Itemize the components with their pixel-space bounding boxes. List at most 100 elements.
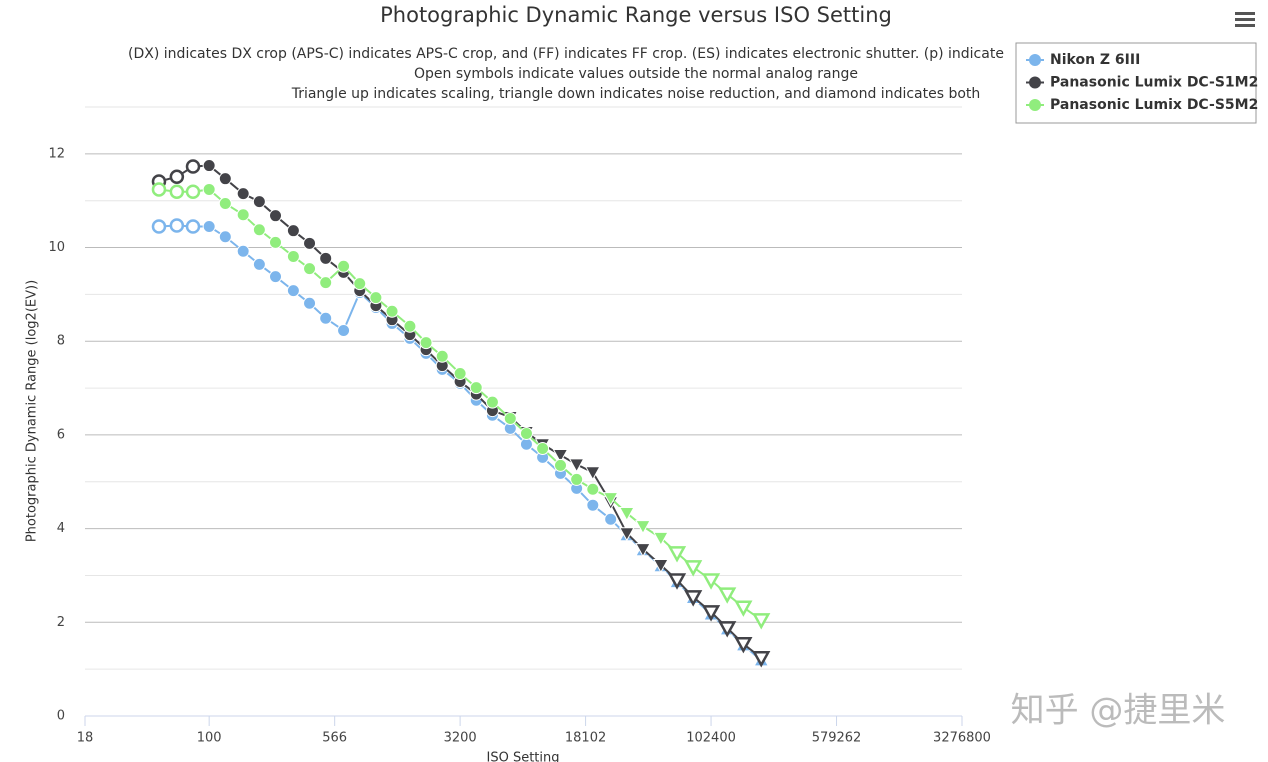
legend-item[interactable]: Panasonic Lumix DC-S5M2 [1026, 97, 1258, 113]
point [734, 637, 753, 654]
point [169, 218, 185, 233]
legend-marker [1029, 76, 1041, 89]
point [586, 482, 600, 496]
y-tick-label: 2 [57, 615, 65, 630]
point [218, 230, 232, 244]
menu-button[interactable] [1235, 12, 1255, 27]
watermark: 知乎 @捷里米 [1011, 691, 1226, 731]
point [667, 546, 687, 563]
point [185, 159, 201, 174]
point [151, 182, 167, 197]
x-tick-label: 18102 [565, 731, 606, 746]
point [503, 412, 517, 426]
point [252, 257, 266, 271]
subtitle: Open symbols indicate values outside the… [414, 66, 858, 82]
point [151, 219, 167, 234]
point [734, 600, 753, 617]
point [584, 466, 601, 481]
legend-marker [1029, 99, 1041, 111]
subtitle: (DX) indicates DX crop (APS-C) indicates… [128, 46, 1004, 62]
point [202, 159, 216, 173]
point [353, 277, 367, 291]
x-tick-label: 100 [197, 731, 222, 746]
point [752, 651, 771, 668]
x-tick-label: 102400 [686, 731, 736, 746]
series [151, 159, 771, 668]
point [653, 531, 669, 547]
point [319, 276, 333, 290]
legend-item[interactable]: Panasonic Lumix DC-S1M2 [1026, 75, 1258, 91]
point [570, 472, 584, 486]
plot-area: 0 2 4 6 8 10 12 18 100 566 3200 18102 102400 579262 32… [48, 106, 991, 746]
point [684, 590, 703, 607]
point [202, 182, 216, 196]
point [269, 270, 283, 284]
point [337, 259, 351, 273]
x-axis-title: ISO Setting [487, 751, 560, 762]
point [618, 527, 635, 542]
y-tick-label: 12 [48, 146, 65, 161]
point [286, 249, 300, 263]
menu-bar [1235, 24, 1255, 27]
point [236, 187, 250, 201]
point [536, 442, 550, 456]
point [469, 381, 483, 395]
x-tick-label: 3200 [444, 731, 477, 746]
point [552, 448, 569, 464]
series-line [158, 164, 762, 659]
point [303, 296, 317, 310]
menu-bar [1235, 18, 1255, 21]
point [618, 507, 635, 522]
series [151, 218, 770, 667]
point [286, 284, 300, 298]
point [586, 498, 600, 512]
y-tick-label: 10 [48, 240, 65, 255]
legend-item[interactable]: Nikon Z 6III [1026, 52, 1140, 68]
subtitle: Triangle up indicates scaling, triangle … [291, 86, 981, 102]
point [185, 219, 201, 234]
point [269, 209, 283, 223]
point [218, 197, 232, 211]
y-axis-title: Photographic Dynamic Range (log2(EV)) [25, 280, 40, 542]
point [519, 427, 533, 441]
point [218, 172, 232, 186]
point [169, 169, 185, 185]
legend-marker [1029, 54, 1041, 66]
x-tick-label: 566 [322, 731, 347, 746]
point [269, 235, 283, 249]
point [602, 492, 619, 507]
legend-label: Panasonic Lumix DC-S1M2 [1050, 75, 1258, 91]
point [635, 520, 651, 535]
point [303, 236, 317, 250]
point [718, 587, 737, 604]
y-tick-label: 8 [57, 334, 65, 349]
point [653, 559, 669, 574]
point [701, 573, 721, 590]
point [236, 244, 250, 258]
point [568, 458, 585, 473]
point [667, 573, 687, 590]
series-line [158, 188, 762, 621]
point [185, 184, 201, 200]
point [169, 184, 185, 200]
y-tick-label: 6 [57, 427, 65, 442]
point [252, 223, 266, 237]
series [151, 182, 771, 630]
point [369, 291, 383, 305]
point [319, 311, 333, 325]
legend-box [1015, 42, 1257, 124]
point [303, 262, 317, 276]
point [435, 349, 449, 363]
x-tick-label: 18 [77, 731, 94, 746]
legend: Nikon Z 6III Panasonic Lumix DC-S1M2 Panas… [1015, 42, 1258, 124]
legend-label: Nikon Z 6III [1050, 52, 1140, 68]
menu-bar [1235, 12, 1255, 15]
point [485, 395, 499, 409]
y-tick-label: 4 [57, 521, 65, 536]
y-tick-label: 0 [57, 709, 65, 724]
point [553, 458, 567, 472]
point [385, 304, 399, 318]
x-tick-label: 579262 [812, 731, 862, 746]
